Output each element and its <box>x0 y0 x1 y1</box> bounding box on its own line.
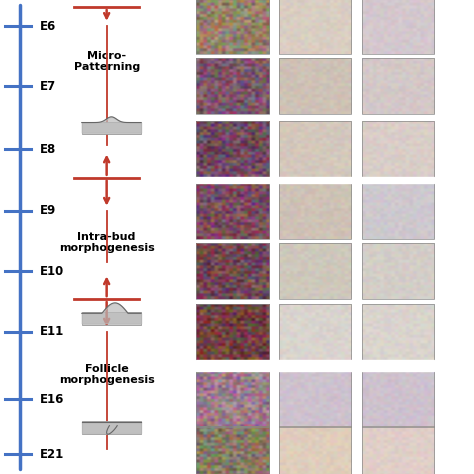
Bar <box>195 304 269 360</box>
Bar <box>362 371 434 427</box>
Bar <box>279 243 351 299</box>
Bar <box>362 243 434 299</box>
Bar <box>279 0 351 54</box>
Text: Intra-bud
morphogenesis: Intra-bud morphogenesis <box>59 232 155 254</box>
Bar <box>279 183 351 239</box>
Text: E16: E16 <box>40 392 64 406</box>
Bar <box>362 183 434 239</box>
Bar <box>279 121 351 177</box>
Bar <box>279 304 351 360</box>
Text: E21: E21 <box>40 447 64 461</box>
Bar <box>362 304 434 360</box>
FancyBboxPatch shape <box>82 312 141 325</box>
Bar <box>279 58 351 114</box>
FancyBboxPatch shape <box>82 121 141 134</box>
Bar <box>195 58 269 114</box>
Bar <box>362 121 434 177</box>
Bar <box>362 426 434 474</box>
Bar <box>195 0 269 54</box>
Text: E11: E11 <box>40 325 64 338</box>
Bar <box>195 121 269 177</box>
Text: E10: E10 <box>40 264 64 278</box>
Text: E9: E9 <box>40 204 56 218</box>
Bar <box>195 426 269 474</box>
Text: E6: E6 <box>40 19 56 33</box>
Bar <box>279 426 351 474</box>
Text: Follicle
morphogenesis: Follicle morphogenesis <box>59 364 155 385</box>
Bar <box>195 371 269 427</box>
FancyBboxPatch shape <box>82 421 141 434</box>
Bar <box>195 243 269 299</box>
Bar <box>279 371 351 427</box>
Bar <box>195 177 434 183</box>
Bar <box>195 183 269 239</box>
Text: E8: E8 <box>40 143 56 156</box>
Bar <box>362 0 434 54</box>
Text: E7: E7 <box>40 80 56 93</box>
Text: Micro-
Patterning: Micro- Patterning <box>73 51 140 73</box>
Bar <box>195 360 434 371</box>
Bar <box>362 58 434 114</box>
